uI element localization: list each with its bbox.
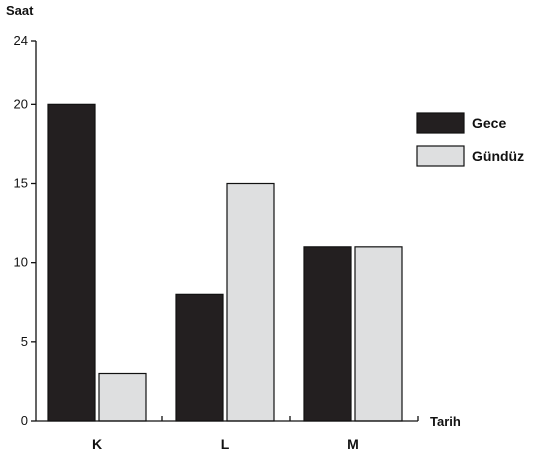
y-axis-ticks: 0 5 10 15 20 24 [14,33,36,428]
y-tick-label: 5 [21,334,28,349]
bar-gece-k [48,104,95,421]
y-tick-label: 20 [14,96,28,111]
bars-group [48,104,402,421]
x-category-label: M [347,436,359,452]
x-axis-title: Tarih [430,414,461,429]
bar-gndz-k [99,374,146,422]
legend: Gece Gündüz [417,113,524,166]
y-tick-label: 0 [21,413,28,428]
bar-gndz-m [355,247,402,421]
bar-gece-m [304,247,351,421]
x-category-label: L [221,436,230,452]
bar-gndz-l [227,184,274,422]
y-tick-label: 24 [14,33,28,48]
legend-swatch-gece [417,113,464,133]
y-axis-title: Saat [6,3,34,18]
bar-gece-l [176,294,223,421]
x-category-label: K [92,436,102,452]
y-tick-label: 15 [14,176,28,191]
legend-swatch-gndz [417,146,464,166]
y-tick-label: 10 [14,255,28,270]
legend-label: Gece [472,115,506,131]
legend-label: Gündüz [472,148,524,164]
